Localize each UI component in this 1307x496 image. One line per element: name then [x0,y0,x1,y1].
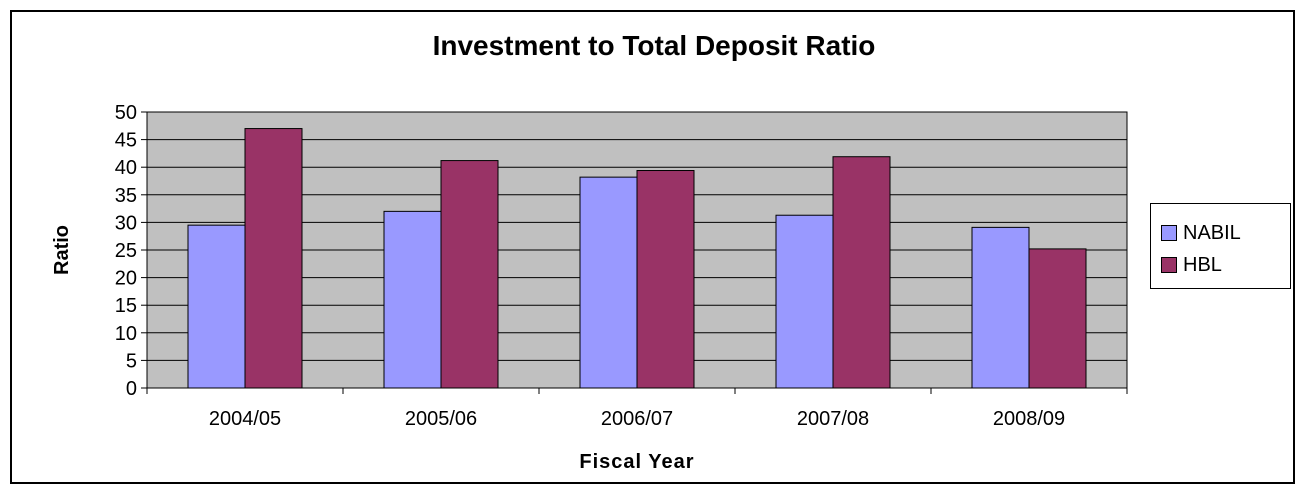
legend-swatch-nabil [1161,225,1177,241]
x-tick-label: 2007/08 [797,408,869,430]
bar-nabil [579,176,638,389]
y-tick-label: 10 [115,323,137,345]
bar-nabil [383,210,442,389]
y-tick-label: 40 [115,157,137,179]
x-tick-label: 2004/05 [209,408,281,430]
legend: NABIL HBL [1150,203,1291,289]
bar-hbl [1028,248,1087,389]
chart-title: Investment to Total Deposit Ratio [433,30,876,61]
x-tick-label: 2008/09 [993,408,1065,430]
bar-hbl [636,170,695,389]
x-tick-label: 2006/07 [601,408,673,430]
bar-nabil [187,224,246,389]
y-tick-label: 0 [126,378,137,400]
legend-swatch-hbl [1161,257,1177,273]
legend-label-hbl: HBL [1183,253,1222,276]
legend-item-nabil: NABIL [1161,221,1241,245]
bar-nabil [775,214,834,389]
y-tick-label: 5 [126,350,137,372]
x-axis-ticks: 2004/05 2005/06 2006/07 2007/08 2008/09 [146,388,1128,430]
y-tick-label: 25 [115,240,137,262]
y-tick-label: 35 [115,185,137,207]
bars [187,128,1087,389]
bar-hbl [440,160,499,389]
y-tick-label: 30 [115,212,137,234]
legend-label-nabil: NABIL [1183,221,1241,244]
legend-item-hbl: HBL [1161,253,1222,277]
y-tick-label: 20 [115,268,137,290]
bar-hbl [244,128,303,389]
x-axis-label: Fiscal Year [579,451,694,473]
y-axis-ticks: 0 5 10 15 20 25 30 35 40 45 50 [115,102,147,400]
y-tick-label: 45 [115,130,137,152]
y-axis-label: Ratio [51,225,73,275]
bar-hbl [832,156,891,389]
x-tick-label: 2005/06 [405,408,477,430]
y-tick-label: 50 [115,102,137,124]
bar-nabil [971,226,1030,389]
y-tick-label: 15 [115,295,137,317]
